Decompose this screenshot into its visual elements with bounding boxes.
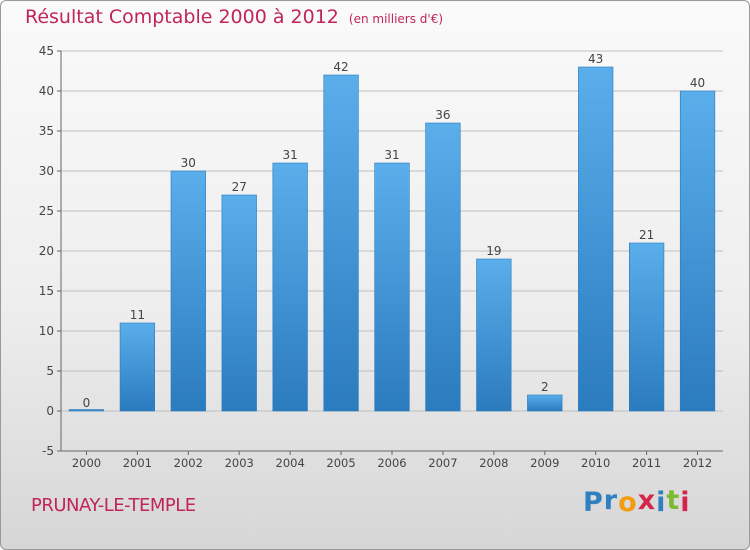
- x-tick-label-2006: 2006: [377, 456, 406, 470]
- x-tick-label-2002: 2002: [174, 456, 203, 470]
- x-tick-label-2003: 2003: [225, 456, 254, 470]
- bar-2007: [425, 122, 461, 412]
- y-tick-label: 0: [46, 404, 54, 418]
- value-label-2008: 19: [486, 244, 501, 258]
- y-tick-label: 40: [39, 84, 54, 98]
- value-label-2012: 40: [690, 76, 705, 90]
- x-tick-label-2010: 2010: [581, 456, 610, 470]
- x-tick-label-2000: 2000: [72, 456, 101, 470]
- logo-letter: P: [583, 487, 604, 518]
- value-label-2007: 36: [435, 108, 450, 122]
- x-tick-label-2004: 2004: [276, 456, 305, 470]
- value-label-2001: 11: [130, 308, 145, 322]
- bar-2005: [323, 74, 359, 412]
- bar-2001: [119, 322, 155, 412]
- logo-letter: t: [666, 485, 681, 516]
- logo-letter: i: [656, 487, 667, 518]
- bar-2012: [679, 90, 716, 412]
- x-tick-label-2012: 2012: [683, 456, 712, 470]
- x-tick-label-2008: 2008: [479, 456, 508, 470]
- y-tick-label: 20: [39, 244, 54, 258]
- value-label-2009: 2: [541, 380, 549, 394]
- bar-2009: [527, 394, 563, 412]
- value-label-2004: 31: [283, 148, 298, 162]
- y-tick-label: 45: [39, 44, 54, 58]
- value-label-2005: 42: [333, 60, 348, 74]
- y-tick-label: 35: [39, 124, 54, 138]
- chart-subtitle: (en milliers d'€): [348, 12, 444, 26]
- y-tick-label: 30: [39, 164, 54, 178]
- bar-2002: [170, 170, 206, 412]
- y-tick-label: -5: [42, 444, 54, 458]
- bar-2006: [374, 162, 410, 412]
- value-label-2003: 27: [232, 180, 247, 194]
- value-label-2002: 30: [181, 156, 196, 170]
- chart-title-text: Résultat Comptable 2000 à 2012: [25, 6, 339, 28]
- bar-2010: [578, 66, 614, 412]
- value-label-2006: 31: [384, 148, 399, 162]
- bar-2003: [221, 194, 257, 412]
- x-tick-label-2005: 2005: [326, 456, 355, 470]
- logo-letter: r: [603, 485, 619, 516]
- bar-2000: [68, 409, 105, 412]
- y-tick-label: 25: [39, 204, 54, 218]
- y-tick-label: 10: [39, 324, 54, 338]
- proxiti-logo: Proxiti: [583, 485, 691, 518]
- bar-2008: [476, 258, 512, 412]
- value-label-2000: 0: [83, 396, 91, 410]
- x-tick-label-2007: 2007: [428, 456, 457, 470]
- bar-2011: [629, 242, 665, 412]
- logo-letter: o: [618, 487, 638, 518]
- y-tick-label: 15: [39, 284, 54, 298]
- commune-name: PRUNAY-LE-TEMPLE: [31, 495, 196, 516]
- y-tick-label: 5: [46, 364, 54, 378]
- value-label-2010: 43: [588, 52, 603, 66]
- bar-2004: [272, 162, 308, 412]
- logo-letter: x: [637, 485, 657, 516]
- x-tick-label-2001: 2001: [123, 456, 152, 470]
- logo-letter: i: [680, 487, 691, 518]
- chart-title: Résultat Comptable 2000 à 2012 (en millie…: [25, 6, 443, 28]
- value-label-2011: 21: [639, 228, 654, 242]
- x-tick-label-2011: 2011: [632, 456, 661, 470]
- x-tick-label-2009: 2009: [530, 456, 559, 470]
